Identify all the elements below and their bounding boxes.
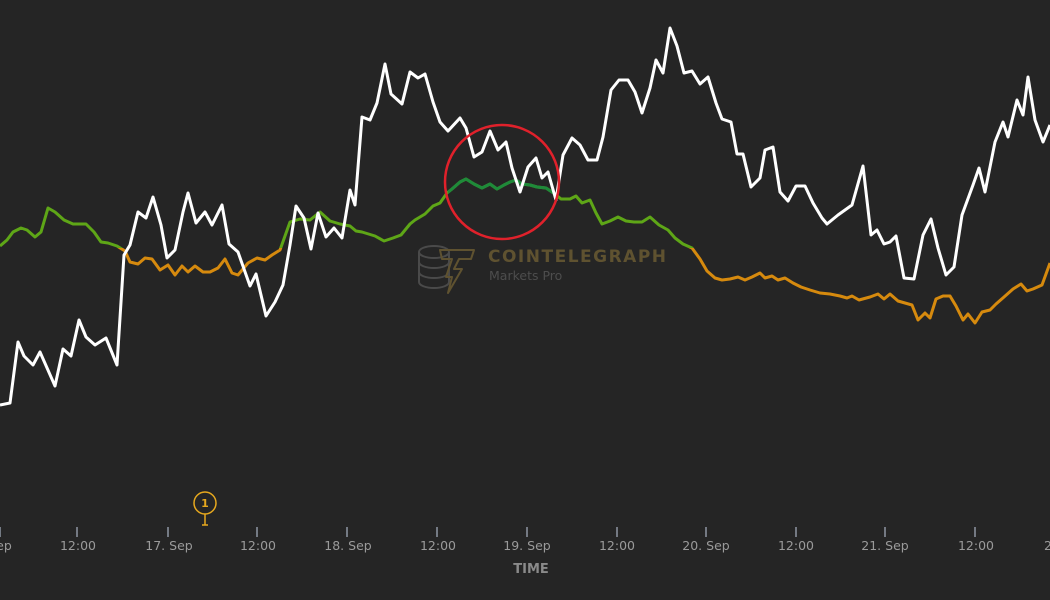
- x-tick: 19. Sep: [503, 527, 551, 553]
- lightning-t-logo-icon: [439, 249, 475, 294]
- x-tick: 12:00: [599, 527, 635, 553]
- svg-text:19. Sep: 19. Sep: [503, 538, 550, 553]
- cointelegraph-watermark: COINTELEGRAPH Markets Pro: [418, 245, 668, 294]
- svg-text:18. Sep: 18. Sep: [324, 538, 371, 553]
- svg-text:12:00: 12:00: [778, 538, 814, 553]
- x-tick: 12:00: [240, 527, 276, 553]
- coin-stack-icon: [418, 245, 450, 289]
- x-tick: 12:00: [60, 527, 96, 553]
- x-tick: 12:00: [420, 527, 456, 553]
- watermark-brand: COINTELEGRAPH: [488, 247, 668, 267]
- x-tick: 21. Sep: [861, 527, 909, 553]
- indicator-line-below: [117, 248, 1050, 325]
- svg-text:17. Sep: 17. Sep: [145, 538, 192, 553]
- x-tick: 2: [1044, 538, 1050, 553]
- event-flag-marker[interactable]: 1: [193, 491, 217, 526]
- x-axis: Sep 12:00 17. Sep 12:00 18. Sep 12:00 19…: [0, 527, 1050, 577]
- x-tick: 12:00: [778, 527, 814, 553]
- event-flag-label: 1: [201, 497, 209, 510]
- x-tick: 18. Sep: [324, 527, 372, 553]
- svg-text:20. Sep: 20. Sep: [682, 538, 729, 553]
- x-tick: 17. Sep: [145, 527, 193, 553]
- highlight-circle-annotation: [443, 123, 561, 241]
- price-line: [0, 26, 1050, 407]
- svg-text:21. Sep: 21. Sep: [861, 538, 908, 553]
- svg-text:12:00: 12:00: [60, 538, 96, 553]
- indicator-series: [0, 177, 1050, 325]
- indicator-line-highlight: [447, 177, 557, 237]
- svg-text:2: 2: [1044, 538, 1050, 553]
- x-tick: Sep: [0, 527, 12, 553]
- x-tick: 20. Sep: [682, 527, 730, 553]
- x-axis-title: TIME: [513, 562, 549, 577]
- svg-text:12:00: 12:00: [240, 538, 276, 553]
- x-tick: 12:00: [958, 527, 994, 553]
- watermark-subtitle: Markets Pro: [489, 268, 562, 283]
- svg-text:12:00: 12:00: [958, 538, 994, 553]
- svg-text:12:00: 12:00: [420, 538, 456, 553]
- svg-text:12:00: 12:00: [599, 538, 635, 553]
- svg-text:Sep: Sep: [0, 538, 12, 553]
